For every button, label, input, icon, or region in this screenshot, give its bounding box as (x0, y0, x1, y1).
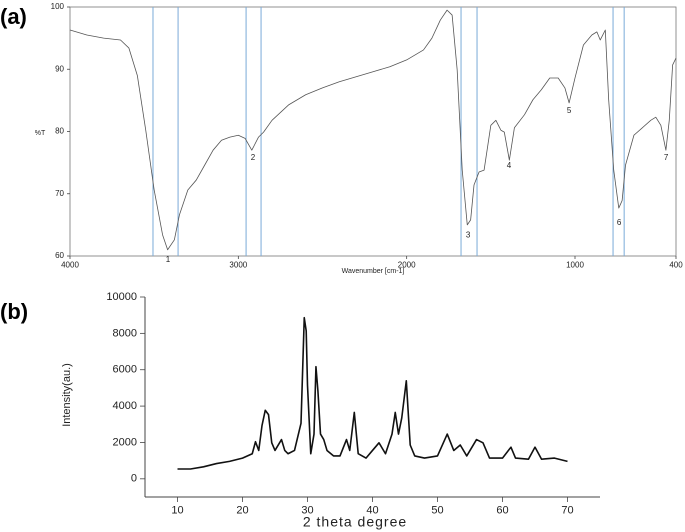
x-tick-label: 50 (431, 505, 443, 517)
y-tick-label: 0 (131, 473, 137, 485)
peak-label: 6 (617, 218, 622, 227)
y-tick-label: 60 (55, 251, 64, 260)
y-tick-label: 10000 (106, 291, 137, 303)
plot-frame (69, 6, 677, 257)
y-tick-label: 100 (51, 2, 65, 11)
x-tick-label: 3000 (229, 261, 247, 270)
peak-label: 7 (664, 153, 669, 162)
y-tick-label: 4000 (113, 400, 137, 412)
peak-label: 4 (507, 161, 512, 170)
peak-label: 5 (567, 106, 572, 115)
x-tick-label: 30 (301, 505, 313, 517)
y-tick-label: 90 (55, 64, 64, 73)
x-tick-label: 70 (561, 505, 573, 517)
x-tick-label: 60 (496, 505, 508, 517)
y-tick-label: 6000 (113, 364, 137, 376)
peak-label: 1 (166, 255, 171, 264)
y-tick-label: 80 (55, 127, 64, 136)
x-axis-label: Wavenumber [cm-1] (342, 268, 405, 275)
peak-label: 3 (466, 231, 471, 240)
x-tick-label: 1000 (566, 261, 584, 270)
x-tick-label: 10 (171, 505, 183, 517)
x-tick-label: 40 (366, 505, 378, 517)
y-axis-label: %T (35, 130, 46, 137)
x-tick-label: 4000 (61, 261, 79, 270)
peak-label: 2 (251, 153, 256, 162)
x-axis-label: 2 theta degree (303, 514, 407, 530)
y-tick-label: 2000 (113, 436, 137, 448)
x-tick-label: 20 (236, 505, 248, 517)
y-axis-label: Intensity(au.) (61, 363, 73, 427)
x-tick-label: 400 (669, 261, 683, 270)
x-tick-label: 2000 (398, 261, 416, 270)
y-tick-label: 8000 (113, 327, 137, 339)
y-tick-label: 70 (55, 189, 64, 198)
data-line (69, 9, 677, 251)
data-line (177, 316, 568, 470)
panel-label: (a) (0, 4, 27, 29)
panel-label: (b) (0, 299, 28, 324)
